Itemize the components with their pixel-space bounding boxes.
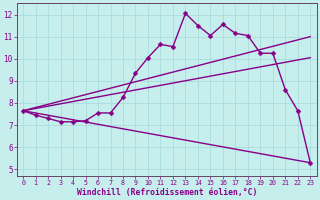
X-axis label: Windchill (Refroidissement éolien,°C): Windchill (Refroidissement éolien,°C) (76, 188, 257, 197)
